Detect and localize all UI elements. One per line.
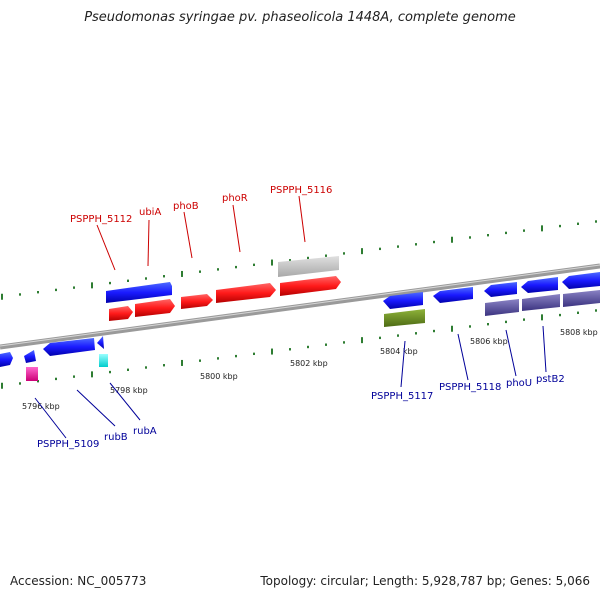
gene-label-psph5109: PSPPH_5109 bbox=[37, 439, 99, 450]
scale-label: 5806 kbp bbox=[470, 337, 508, 346]
gene-phob-arrow bbox=[181, 294, 213, 309]
bottom-gene-labels: PSPPH_5109 rubB rubA PSPPH_5117 PSPPH_51… bbox=[37, 374, 565, 450]
gene-magenta-block bbox=[26, 367, 38, 381]
gene-label-psph5112: PSPPH_5112 bbox=[70, 214, 132, 225]
gene-psph5112-arrow bbox=[106, 282, 172, 303]
gene-ruba-arrow bbox=[97, 336, 104, 349]
accession-text: Accession: NC_005773 bbox=[10, 574, 147, 588]
gene-features-right bbox=[383, 272, 600, 327]
gene-red-arrow-2 bbox=[135, 299, 175, 317]
gene-label-ubia: ubiA bbox=[139, 207, 161, 218]
gene-phor-arrow bbox=[216, 283, 276, 303]
gene-olive-block bbox=[384, 309, 425, 327]
gene-label-rubb: rubB bbox=[104, 432, 128, 443]
gene-features-upper bbox=[106, 256, 341, 321]
gene-label-pstb2: pstB2 bbox=[536, 374, 565, 385]
gene-features-left bbox=[0, 336, 108, 381]
gene-purple-block-1 bbox=[485, 299, 519, 316]
gene-label-psph5118: PSPPH_5118 bbox=[439, 382, 501, 393]
gene-blue-arrow-left-edge bbox=[0, 352, 13, 367]
gene-pstb2-arrow bbox=[521, 277, 558, 293]
gene-psph5117-arrow bbox=[383, 292, 423, 309]
scale-label: 5802 kbp bbox=[290, 359, 328, 368]
upper-tick-row bbox=[1, 220, 597, 300]
scale-labels: 5796 kbp 5798 kbp 5800 kbp 5802 kbp 5804… bbox=[22, 328, 598, 411]
gene-cyan-block bbox=[99, 354, 108, 367]
gene-label-phou: phoU bbox=[506, 378, 532, 389]
gene-gray-block bbox=[278, 256, 339, 277]
gene-label-phor: phoR bbox=[222, 193, 248, 204]
gene-psph5118-arrow bbox=[433, 287, 473, 303]
top-gene-labels: PSPPH_5112 ubiA phoB phoR PSPPH_5116 bbox=[70, 185, 332, 225]
gene-label-ruba: rubA bbox=[133, 426, 157, 437]
gene-blue-arrow-edge bbox=[562, 272, 600, 289]
top-leader-lines bbox=[96, 195, 306, 271]
gene-phou-arrow bbox=[484, 282, 517, 297]
gene-label-psph5117: PSPPH_5117 bbox=[371, 391, 433, 402]
genome-backbone bbox=[0, 263, 600, 350]
gene-psph5116-arrow bbox=[280, 276, 341, 296]
scale-label: 5800 kbp bbox=[200, 372, 238, 381]
scale-label: 5808 kbp bbox=[560, 328, 598, 337]
gene-label-psph5116: PSPPH_5116 bbox=[270, 185, 332, 196]
scale-label: 5798 kbp bbox=[110, 386, 148, 395]
scale-label: 5804 kbp bbox=[380, 347, 418, 356]
genome-summary-text: Topology: circular; Length: 5,928,787 bp… bbox=[260, 574, 590, 588]
gene-rubb-arrow bbox=[43, 338, 95, 356]
scale-label: 5796 kbp bbox=[22, 402, 60, 411]
gene-label-phob: phoB bbox=[173, 201, 199, 212]
backbone-highlight bbox=[0, 264, 600, 347]
bottom-leader-lines bbox=[34, 325, 547, 439]
map-title: Pseudomonas syringae pv. phaseolicola 14… bbox=[84, 10, 516, 25]
gene-red-arrow-1 bbox=[109, 306, 133, 321]
gene-purple-block-2 bbox=[522, 294, 560, 311]
gene-purple-block-3 bbox=[563, 290, 600, 307]
gene-blue-small-arrow bbox=[24, 350, 36, 363]
